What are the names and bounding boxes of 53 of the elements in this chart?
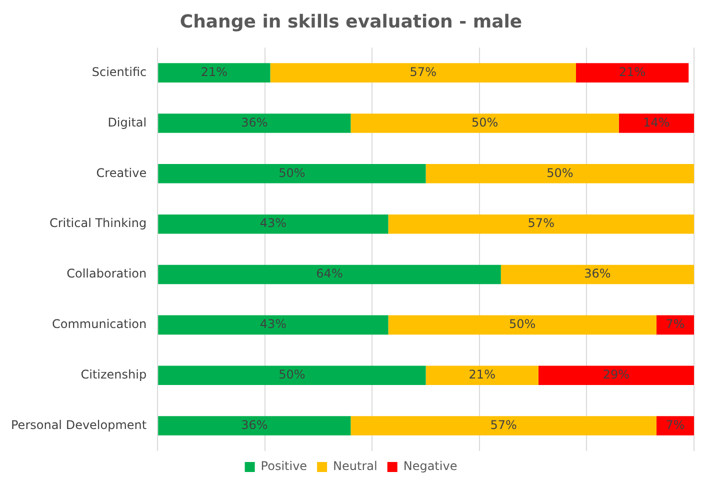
y-tick-label: Scientific [92, 64, 147, 79]
bar [158, 366, 426, 386]
bar [158, 315, 388, 335]
chart-title: Change in skills evaluation - male [180, 11, 522, 32]
data-label: 21% [468, 367, 496, 382]
bar [618, 114, 694, 133]
data-label: 36% [584, 266, 611, 281]
data-label: 43% [260, 317, 287, 332]
bar [350, 114, 619, 133]
data-label: 7% [666, 317, 685, 332]
data-label: 21% [200, 64, 228, 79]
data-label: 57% [528, 216, 554, 230]
data-label: 50% [509, 317, 536, 332]
bar [426, 164, 694, 184]
bar [388, 214, 694, 234]
y-tick-label: Creative [96, 166, 147, 180]
bar [350, 416, 656, 436]
y-tick-label: Collaboration [66, 266, 147, 281]
data-label: 50% [546, 166, 574, 180]
data-label: 7% [666, 418, 685, 432]
y-tick-label: Critical Thinking [49, 216, 147, 230]
bar [576, 63, 689, 82]
bar [158, 416, 351, 436]
data-label: 21% [618, 64, 646, 79]
bar [158, 164, 426, 184]
y-tick-label: Communication [52, 317, 147, 332]
data-label: 36% [241, 115, 268, 130]
bar [500, 264, 694, 284]
legend-label: Neutral [333, 459, 378, 474]
bar [158, 214, 388, 234]
bar [388, 315, 656, 335]
y-tick-label: Citizenship [80, 367, 147, 382]
bar [270, 63, 576, 82]
data-label: 29% [602, 367, 630, 382]
data-label: 14% [643, 115, 670, 130]
bar [538, 366, 694, 386]
data-label: 36% [241, 418, 268, 432]
data-label: 57% [410, 64, 436, 79]
bar [158, 63, 270, 82]
data-label: 64% [316, 266, 343, 281]
legend-label: Negative [403, 459, 458, 474]
y-tick-label: Personal Development [11, 418, 147, 432]
data-label: 50% [471, 115, 498, 130]
data-label: 50% [278, 166, 306, 180]
bar [426, 366, 538, 386]
legend-label: Positive [260, 459, 308, 474]
data-label: 43% [260, 216, 287, 230]
bar [656, 416, 694, 436]
data-label: 57% [490, 418, 517, 432]
bar [158, 114, 351, 133]
data-label: 50% [278, 367, 306, 382]
y-tick-label: Digital [108, 115, 147, 130]
bar [158, 264, 501, 284]
